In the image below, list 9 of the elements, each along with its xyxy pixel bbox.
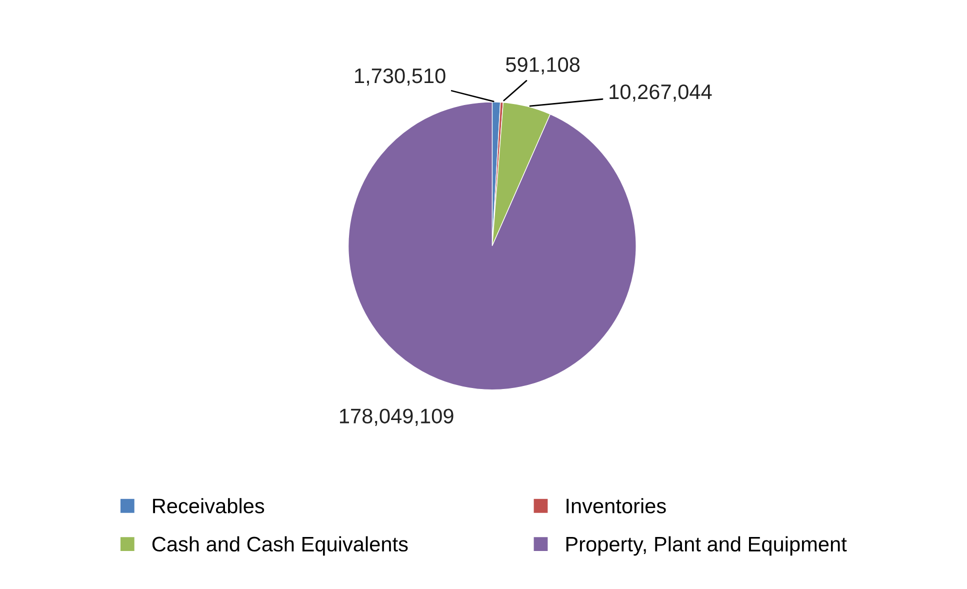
legend-label: Cash and Cash Equivalents bbox=[152, 536, 408, 556]
legend-label: Receivables bbox=[153, 498, 264, 514]
legend-label: Property, Plant and Equipment bbox=[566, 536, 847, 556]
pie-slice bbox=[348, 102, 636, 390]
data-label: 10,267,044 bbox=[610, 84, 712, 102]
data-label: 178,049,109 bbox=[340, 408, 454, 426]
data-label: 1,730,510 bbox=[355, 68, 446, 86]
data-label: 591,108 bbox=[506, 57, 580, 74]
legend-label: Inventories bbox=[566, 498, 666, 514]
